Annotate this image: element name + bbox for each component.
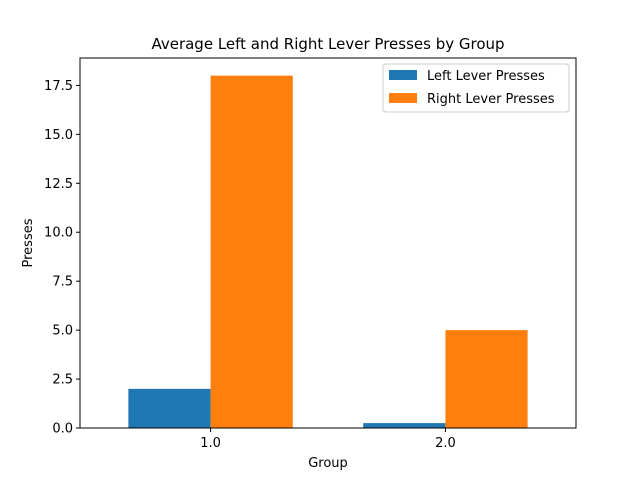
x-axis-label: Group xyxy=(308,456,348,471)
bar-left-lever-presses-1-0 xyxy=(128,388,211,428)
x-tick-label: 1.0 xyxy=(200,436,221,451)
y-axis: 0.0 2.5 5.0 7.5 10.0 12.5 15.0 17.5 xyxy=(44,79,80,437)
y-axis-label: Presses xyxy=(21,218,36,267)
bars-group xyxy=(128,75,528,428)
legend-box xyxy=(382,63,570,113)
y-tick-label: 7.5 xyxy=(52,275,73,290)
y-tick-label: 15.0 xyxy=(44,128,73,143)
y-tick-label: 17.5 xyxy=(44,79,73,94)
y-tick-label: 10.0 xyxy=(44,226,73,241)
bar-right-lever-presses-1-0 xyxy=(210,75,293,428)
y-tick-label: 2.5 xyxy=(52,373,73,388)
y-tick-label: 12.5 xyxy=(44,177,73,192)
legend-swatch-right-lever-presses xyxy=(389,93,417,103)
legend-label-left-lever-presses: Left Lever Presses xyxy=(427,69,545,84)
y-tick-label: 5.0 xyxy=(52,324,73,339)
bar-left-lever-presses-2-0 xyxy=(363,423,446,428)
chart-title: Average Left and Right Lever Presses by … xyxy=(151,35,504,53)
plot-frame xyxy=(79,57,577,429)
x-tick-label: 2.0 xyxy=(435,436,456,451)
bar-right-lever-presses-2-0 xyxy=(445,330,528,428)
legend: Left Lever Presses Right Lever Presses xyxy=(382,63,570,113)
x-axis: 1.0 2.0 xyxy=(200,428,456,451)
legend-swatch-left-lever-presses xyxy=(389,70,417,80)
legend-label-right-lever-presses: Right Lever Presses xyxy=(427,92,555,107)
y-tick-label: 0.0 xyxy=(52,422,73,437)
